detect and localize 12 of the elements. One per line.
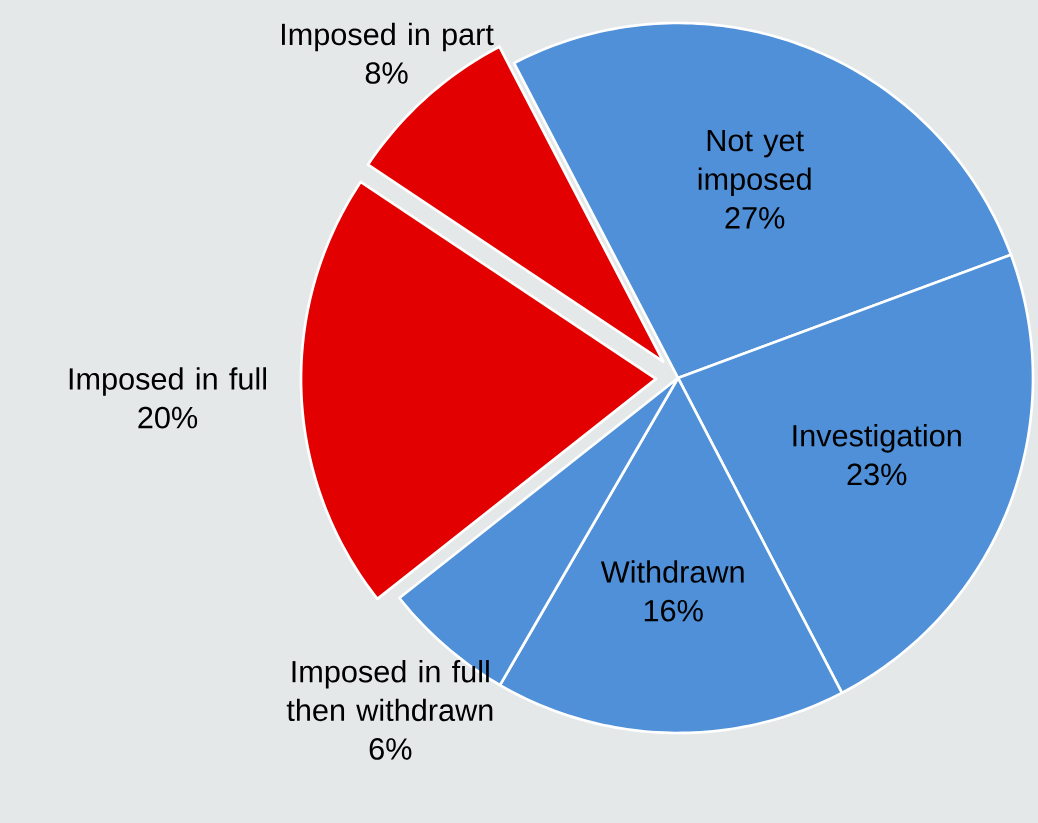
slice-label: Investigation	[793, 424, 961, 453]
data-label: 23%	[847, 463, 907, 486]
data-label: 6%	[369, 738, 412, 760]
data-label: 27%	[725, 206, 785, 229]
slice-label: Imposed in full then withdrawn	[286, 659, 493, 722]
slice-label: Imposed in part	[281, 22, 494, 52]
data-label: 8%	[365, 62, 408, 84]
slice-label: Withdrawn	[600, 560, 744, 583]
data-label: 16%	[644, 599, 703, 622]
data-label: 20%	[138, 406, 198, 429]
slice-label: Imposed in full	[69, 367, 266, 396]
slice-label: Not yet imposed	[698, 129, 811, 197]
